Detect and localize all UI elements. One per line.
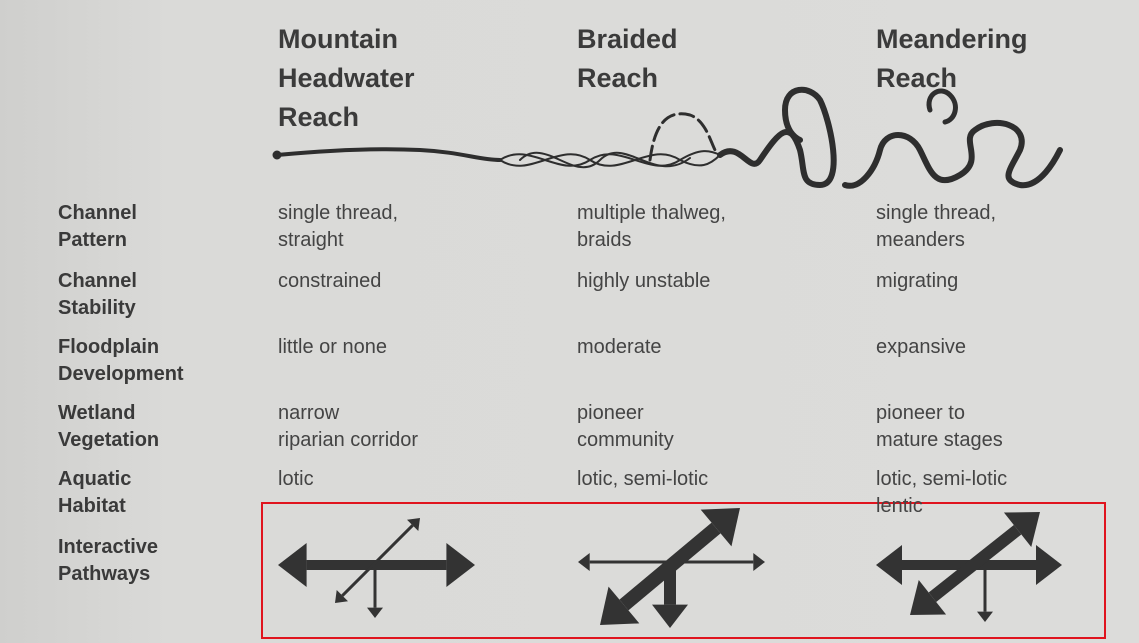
arrow: [700, 508, 740, 547]
cell-line: migrating: [876, 270, 959, 292]
cell-line: lentic: [876, 495, 923, 517]
braid-channel: [648, 112, 717, 162]
cell: lotic, semi-lotic lentic: [876, 466, 1007, 520]
arrow: [406, 518, 420, 532]
cell-line: braids: [577, 229, 632, 251]
cell-line: pioneer: [577, 402, 644, 424]
arrow: [341, 524, 414, 597]
oxbow: [926, 88, 958, 125]
row-label-line: Vegetation: [58, 429, 160, 451]
column-title-line: Meandering: [876, 24, 1028, 54]
arrow: [446, 543, 475, 587]
river-planform: [272, 86, 1063, 189]
row-label-line: Habitat: [58, 495, 126, 517]
row-label: Wetland Vegetation: [58, 400, 159, 454]
arrow: [578, 553, 590, 571]
arrow: [652, 604, 688, 628]
cell-line: lotic, semi-lotic: [577, 468, 709, 490]
cell-line: highly unstable: [577, 270, 711, 292]
meander: [717, 86, 837, 189]
braid: [499, 153, 721, 167]
cell-line: little or none: [278, 336, 387, 358]
arrow: [278, 543, 307, 587]
column-title-line: Reach: [876, 63, 958, 93]
column-title-line: Reach: [577, 63, 659, 93]
cell-line: community: [577, 429, 674, 451]
column-title-line: Headwater: [278, 63, 415, 93]
arrow: [1036, 545, 1062, 585]
cell-line: single thread,: [876, 202, 997, 224]
river-straight: [275, 147, 502, 162]
cell: lotic: [278, 466, 314, 493]
row-label: Interactive Pathways: [58, 534, 158, 588]
cell: migrating: [876, 268, 958, 295]
column-title-line: Reach: [278, 102, 360, 132]
row-label-line: Aquatic: [58, 468, 132, 490]
cell-line: lotic, semi-lotic: [876, 468, 1008, 490]
row-label-line: Channel: [58, 202, 137, 224]
cell-line: riparian corridor: [278, 429, 419, 451]
arrow: [373, 565, 377, 608]
arrow: [753, 553, 765, 571]
cell-line: single thread,: [278, 202, 399, 224]
cell-line: moderate: [577, 336, 662, 358]
cell: multiple thalweg, braids: [577, 200, 726, 254]
cell: little or none: [278, 334, 387, 361]
cell: single thread, straight: [278, 200, 398, 254]
cell: narrow riparian corridor: [278, 400, 418, 454]
cell: highly unstable: [577, 268, 710, 295]
cell-line: narrow: [278, 402, 340, 424]
column-title-line: Braided: [577, 24, 678, 54]
braid: [519, 151, 691, 169]
arrow: [928, 525, 1022, 602]
cell-line: lotic: [278, 468, 314, 490]
row-label: Aquatic Habitat: [58, 466, 131, 520]
cell: moderate: [577, 334, 662, 361]
arrow: [977, 611, 993, 622]
braid: [499, 150, 721, 167]
row-label-line: Pathways: [58, 563, 151, 585]
row-label: Channel Stability: [58, 268, 137, 322]
column-title: Meandering Reach: [876, 20, 1028, 98]
cell-line: mature stages: [876, 429, 1003, 451]
row-label: Channel Pattern: [58, 200, 137, 254]
arrow: [600, 586, 640, 625]
row-label-line: Pattern: [58, 229, 127, 251]
row-label-line: Development: [58, 363, 184, 385]
meander: [842, 119, 1063, 189]
cell: single thread, meanders: [876, 200, 996, 254]
row-label-line: Channel: [58, 270, 137, 292]
arrow: [664, 565, 676, 605]
cell-line: straight: [278, 229, 344, 251]
cell: pioneer community: [577, 400, 674, 454]
arrow: [910, 579, 947, 615]
cell-line: constrained: [278, 270, 382, 292]
cell: lotic, semi-lotic: [577, 466, 708, 493]
row-label-line: Wetland: [58, 402, 136, 424]
cell: constrained: [278, 268, 381, 295]
arrow: [335, 589, 349, 603]
cell-line: multiple thalweg,: [577, 202, 726, 224]
cell: expansive: [876, 334, 966, 361]
arrow: [367, 607, 383, 618]
highlight-box: [261, 502, 1106, 639]
cell-line: expansive: [876, 336, 967, 358]
arrow: [876, 545, 902, 585]
row-label-line: Interactive: [58, 536, 159, 558]
row-label-line: Floodplain: [58, 336, 160, 358]
arrow: [983, 565, 987, 612]
column-title: Braided Reach: [577, 20, 678, 98]
arrow: [1003, 512, 1040, 548]
column-title: Mountain Headwater Reach: [278, 20, 415, 137]
column-title-line: Mountain: [278, 24, 398, 54]
row-label-line: Stability: [58, 297, 136, 319]
cell-line: meanders: [876, 229, 965, 251]
cell-line: pioneer to: [876, 402, 965, 424]
row-label: Floodplain Development: [58, 334, 184, 388]
cell: pioneer to mature stages: [876, 400, 1003, 454]
